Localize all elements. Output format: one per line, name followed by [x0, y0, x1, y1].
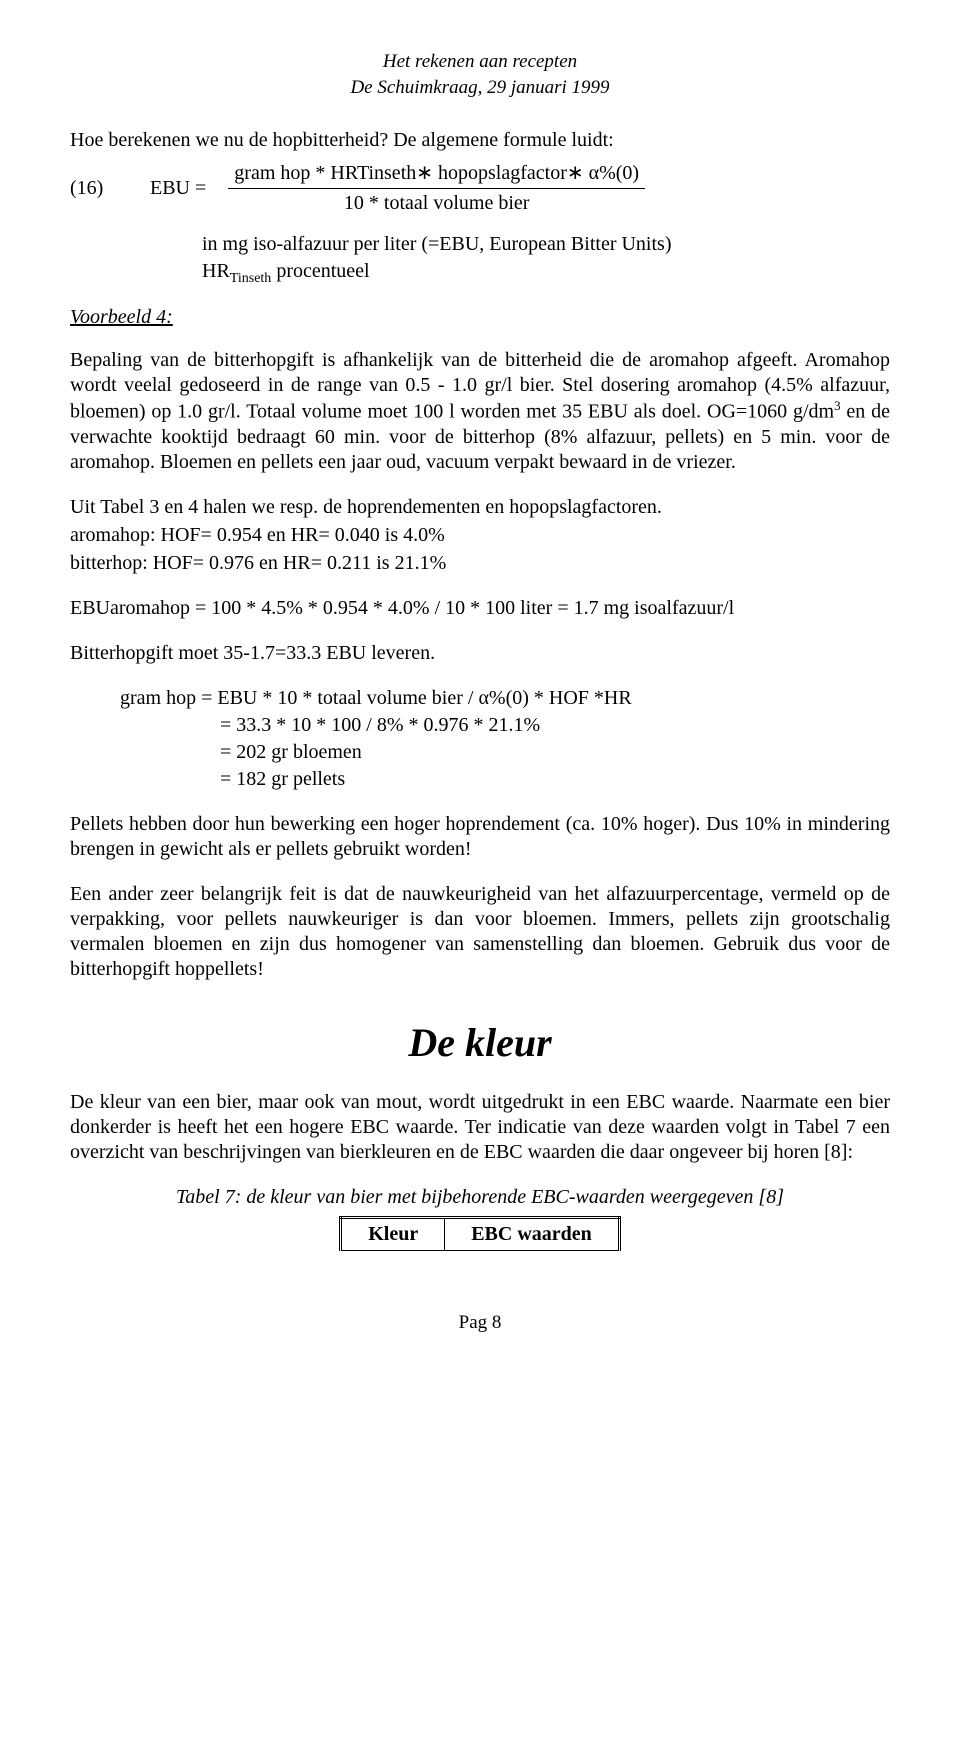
calc-line-2: = 33.3 * 10 * 100 / 8% * 0.976 * 21.1%: [120, 713, 890, 738]
table7-caption: Tabel 7: de kleur van bier met bijbehore…: [70, 1185, 890, 1210]
gram-hop-calc: gram hop = EBU * 10 * totaal volume bier…: [120, 686, 890, 792]
bitterhop-target: Bitterhopgift moet 35-1.7=33.3 EBU lever…: [70, 641, 890, 666]
ebu-aromahop-calc: EBUaromahop = 100 * 4.5% * 0.954 * 4.0% …: [70, 596, 890, 621]
formula-fraction: gram hop * HRTinseth∗ hopopslagfactor∗ α…: [228, 159, 645, 218]
table7: Kleur EBC waarden: [339, 1216, 621, 1251]
intro-text: Hoe berekenen we nu de hopbitterheid? De…: [70, 128, 890, 153]
formula-lhs: EBU =: [150, 176, 206, 201]
table7-header-row: Kleur EBC waarden: [341, 1217, 620, 1250]
page-header: Het rekenen aan recepten De Schuimkraag,…: [70, 50, 890, 100]
tabel34-intro: Uit Tabel 3 en 4 halen we resp. de hopre…: [70, 495, 890, 520]
table7-col-ebc: EBC waarden: [445, 1217, 620, 1250]
tabel34-block: Uit Tabel 3 en 4 halen we resp. de hopre…: [70, 495, 890, 576]
units-line1: in mg iso-alfazuur per liter (=EBU, Euro…: [202, 232, 890, 257]
para1-part-a: Bepaling van de bitterhopgift is afhanke…: [70, 349, 890, 423]
calc-line-3: = 202 gr bloemen: [120, 740, 890, 765]
aromahop-values: aromahop: HOF= 0.954 en HR= 0.040 is 4.0…: [70, 523, 890, 548]
pellets-paragraph: Pellets hebben door hun bewerking een ho…: [70, 812, 890, 862]
hr-prefix: HR: [202, 260, 230, 282]
belangrijk-paragraph: Een ander zeer belangrijk feit is dat de…: [70, 882, 890, 982]
voorbeeld-heading: Voorbeeld 4:: [70, 305, 890, 330]
calc-line-1: gram hop = EBU * 10 * totaal volume bier…: [120, 686, 890, 711]
units-definition: in mg iso-alfazuur per liter (=EBU, Euro…: [202, 232, 890, 288]
section-title-de-kleur: De kleur: [70, 1018, 890, 1068]
header-subtitle: De Schuimkraag, 29 januari 1999: [70, 76, 890, 100]
hr-subscript: Tinseth: [230, 271, 272, 286]
hr-suffix: procentueel: [271, 260, 369, 282]
table7-col-kleur: Kleur: [341, 1217, 445, 1250]
header-title: Het rekenen aan recepten: [70, 50, 890, 74]
formula-numerator: gram hop * HRTinseth∗ hopopslagfactor∗ α…: [228, 159, 645, 188]
bitterhop-values: bitterhop: HOF= 0.976 en HR= 0.211 is 21…: [70, 551, 890, 576]
calc-line-4: = 182 gr pellets: [120, 767, 890, 792]
kleur-paragraph: De kleur van een bier, maar ook van mout…: [70, 1090, 890, 1165]
formula-16: (16) EBU = gram hop * HRTinseth∗ hopopsl…: [70, 159, 890, 218]
formula-denominator: 10 * totaal volume bier: [338, 189, 536, 218]
units-line2: HRTinseth procentueel: [202, 259, 890, 288]
formula-number: (16): [70, 176, 132, 201]
paragraph-bepaling: Bepaling van de bitterhopgift is afhanke…: [70, 348, 890, 475]
page-footer: Pag 8: [70, 1311, 890, 1335]
